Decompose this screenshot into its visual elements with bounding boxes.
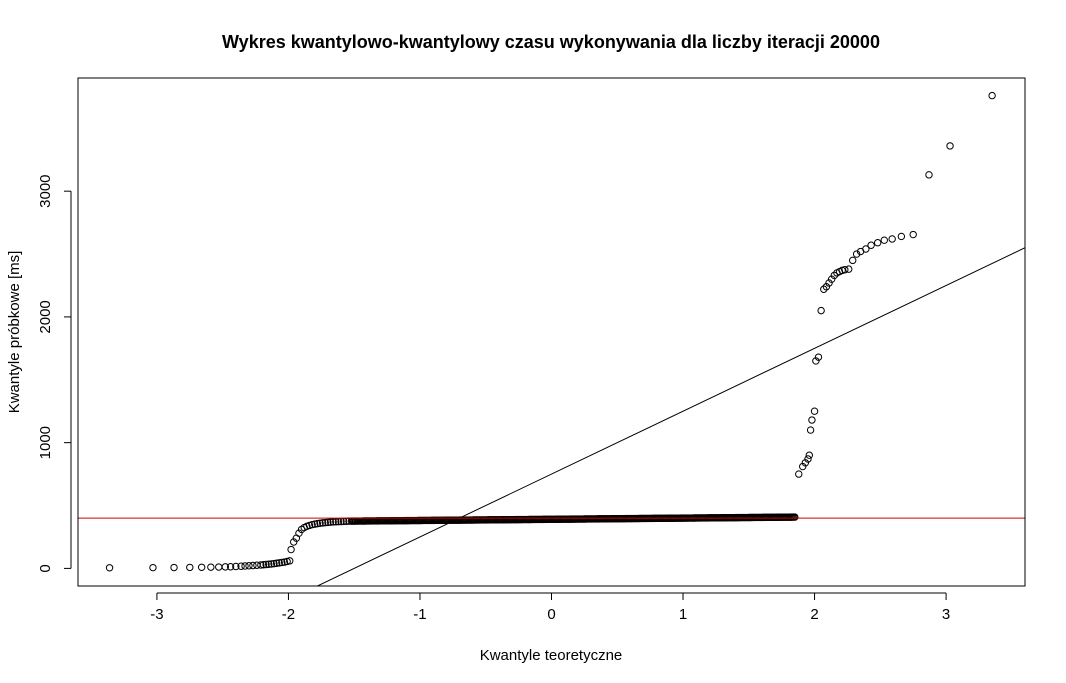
x-tick-label: 0 (547, 606, 555, 623)
data-point (946, 142, 954, 150)
data-point (988, 91, 996, 100)
data-point (827, 275, 836, 283)
data-point (215, 563, 223, 571)
data-point (316, 519, 324, 527)
data-point (845, 265, 853, 273)
data-point (290, 538, 298, 546)
data-point (267, 560, 276, 568)
data-point (810, 407, 819, 415)
data-point (801, 459, 810, 467)
y-tick-label: 0 (37, 564, 54, 572)
data-point (862, 245, 870, 253)
data-point (308, 520, 316, 529)
data-point (262, 560, 270, 569)
data-point (888, 235, 896, 243)
chart-title: Wykres kwantylowo-kwantylowy czasu wykon… (222, 32, 880, 52)
data-point (806, 426, 815, 434)
x-tick-label: 2 (810, 606, 818, 623)
data-point (278, 558, 286, 567)
y-axis-label: Kwantyle próbkowe [ms] (6, 251, 23, 414)
x-tick-label: -1 (413, 606, 426, 623)
data-point (257, 561, 265, 569)
data-point (814, 353, 823, 361)
y-tick-label: 3000 (37, 174, 54, 207)
data-point (221, 563, 230, 571)
plot-layer (78, 91, 1025, 586)
data-point (197, 563, 206, 571)
data-point (324, 518, 332, 527)
data-point (873, 239, 882, 247)
data-point (272, 559, 281, 567)
data-point (232, 562, 240, 571)
data-point (799, 462, 807, 471)
data-point (226, 563, 235, 571)
data-point (852, 250, 861, 258)
x-tick-label: 1 (679, 606, 687, 623)
plot-frame (77, 77, 1026, 587)
data-point (805, 451, 813, 459)
data-point (207, 563, 215, 571)
data-point (822, 283, 831, 291)
y-tick-label: 2000 (37, 300, 54, 333)
data-point (249, 561, 257, 570)
data-point (275, 559, 283, 567)
axes-layer: -3 -2 -1 0 1 2 3 0 1000 2000 3000 (37, 174, 950, 623)
data-point (808, 416, 816, 424)
data-point (105, 564, 114, 572)
data-point (791, 513, 799, 521)
data-point (804, 455, 812, 463)
data-point (795, 470, 803, 478)
data-point (186, 563, 194, 572)
data-point (848, 256, 857, 265)
y-tick-label: 1000 (37, 426, 54, 459)
x-tick-label: -2 (282, 606, 295, 623)
data-point (149, 563, 157, 572)
x-tick-label: 3 (942, 606, 950, 623)
data-point (830, 271, 838, 280)
data-point (321, 518, 329, 527)
data-point (287, 545, 295, 554)
data-point (318, 519, 327, 527)
data-point (259, 561, 268, 569)
data-point (909, 230, 917, 239)
data-point (237, 562, 245, 570)
data-point (812, 357, 820, 365)
data-point (265, 560, 273, 568)
data-point (286, 557, 294, 565)
data-point (270, 559, 278, 568)
data-point (295, 529, 303, 537)
x-tick-label: -3 (150, 606, 163, 623)
data-point (817, 306, 825, 315)
x-axis-label: Kwantyle teoretyczne (480, 647, 623, 664)
data-point (880, 236, 888, 244)
data-point (170, 563, 178, 572)
data-point (241, 562, 249, 570)
data-point (329, 518, 337, 526)
data-point (825, 279, 833, 287)
data-point (925, 171, 933, 179)
data-point (820, 285, 828, 293)
qq-reference-line (316, 247, 1025, 586)
data-point (841, 266, 849, 274)
data-point (897, 232, 906, 241)
data-point (245, 562, 253, 570)
data-point (311, 520, 319, 528)
data-point (867, 241, 875, 249)
data-point (326, 518, 335, 526)
data-point (313, 519, 322, 528)
